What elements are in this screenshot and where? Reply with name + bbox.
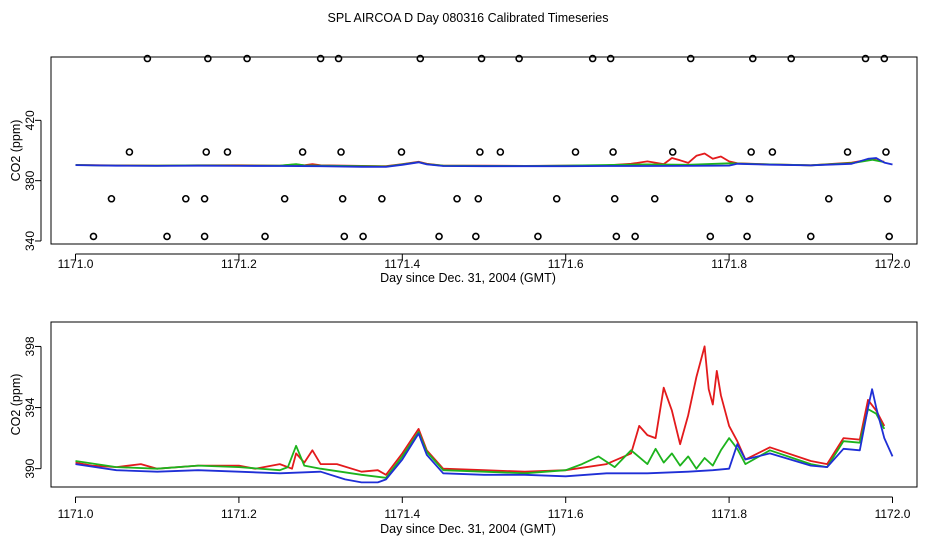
calibration-point bbox=[378, 194, 386, 203]
calibration-point bbox=[668, 148, 677, 156]
calibration-point bbox=[612, 232, 621, 241]
calibration-point bbox=[337, 148, 345, 156]
series-line-blue bbox=[75, 388, 894, 484]
calibration-point bbox=[316, 54, 325, 63]
calibration-point bbox=[534, 232, 542, 241]
calibration-point bbox=[610, 194, 619, 203]
calibration-point bbox=[686, 54, 695, 63]
calibration-point bbox=[588, 54, 597, 63]
x-tick-label: 1171.8 bbox=[711, 507, 747, 521]
calibration-point bbox=[883, 194, 892, 203]
x-tick-label: 1171.2 bbox=[221, 507, 257, 521]
x-tick-label: 1171.0 bbox=[58, 507, 94, 521]
y-axis-label: CO2 (ppm) bbox=[9, 120, 23, 182]
calibration-point bbox=[606, 54, 615, 63]
x-tick-label: 1171.6 bbox=[548, 507, 584, 521]
calibration-point bbox=[107, 194, 116, 203]
calibration-point bbox=[843, 148, 852, 156]
calibration-point bbox=[824, 194, 833, 203]
calibration-point bbox=[806, 232, 815, 241]
calibration-point bbox=[163, 232, 171, 241]
x-tick-label: 1172.0 bbox=[875, 257, 911, 271]
calibration-point bbox=[182, 194, 190, 203]
calibration-point bbox=[631, 232, 639, 241]
calibration-point bbox=[885, 232, 894, 241]
calibration-point bbox=[202, 148, 211, 156]
calibration-point bbox=[609, 148, 617, 156]
plot-frame bbox=[50, 56, 918, 245]
plot-area bbox=[75, 345, 894, 484]
x-tick-label: 1171.8 bbox=[711, 257, 747, 271]
y-tick-label: 394 bbox=[23, 397, 37, 417]
calibration-point bbox=[650, 194, 659, 203]
x-axis-label: Day since Dec. 31, 2004 (GMT) bbox=[380, 522, 556, 536]
calibration-point bbox=[200, 232, 209, 241]
calibration-point bbox=[861, 54, 870, 63]
y-tick-label: 380 bbox=[23, 170, 37, 190]
calibration-point bbox=[261, 232, 269, 241]
calibration-point bbox=[280, 194, 289, 203]
plot-area bbox=[75, 152, 893, 168]
calibration-point bbox=[298, 148, 307, 156]
y-tick-label: 390 bbox=[23, 458, 37, 478]
calibration-point bbox=[200, 194, 209, 203]
calibration-point bbox=[397, 148, 406, 156]
calibration-point bbox=[515, 54, 523, 63]
calibration-point bbox=[880, 54, 889, 63]
calibration-point bbox=[476, 148, 484, 156]
calibration-point bbox=[334, 54, 343, 63]
y-axis-label: CO2 (ppm) bbox=[9, 374, 23, 436]
calibration-point bbox=[340, 232, 349, 241]
calibration-point bbox=[143, 54, 152, 63]
calibration-point bbox=[768, 148, 777, 156]
calibration-point bbox=[474, 194, 483, 203]
calibration-point bbox=[477, 54, 486, 63]
x-tick-label: 1171.2 bbox=[221, 257, 257, 271]
calibration-point bbox=[787, 54, 795, 63]
plot-frame bbox=[50, 321, 918, 488]
calibration-point bbox=[435, 232, 443, 241]
y-tick-label: 398 bbox=[23, 336, 37, 356]
calibration-point bbox=[747, 148, 755, 156]
calibration-point bbox=[552, 194, 561, 203]
bottom-panel: 1171.0 1171.2 1171.4 1171.6 1171.8 1172.0 390 3… bbox=[9, 321, 918, 536]
y-tick-label: 340 bbox=[23, 231, 37, 251]
calibration-point bbox=[472, 232, 480, 241]
x-tick-label: 1171.6 bbox=[548, 257, 584, 271]
calibration-point bbox=[725, 194, 733, 203]
y-tick-label: 420 bbox=[23, 110, 37, 130]
calibration-point bbox=[743, 232, 751, 241]
figure-title: SPL AIRCOA D Day 080316 Calibrated Times… bbox=[328, 11, 609, 25]
series-line-blue bbox=[75, 157, 893, 168]
calibration-point bbox=[338, 194, 347, 203]
calibration-point bbox=[359, 232, 367, 241]
calibration-point bbox=[748, 54, 757, 63]
calibration-point bbox=[453, 194, 461, 203]
calibration-point bbox=[571, 148, 580, 156]
calibration-point bbox=[223, 148, 232, 156]
x-tick-label: 1171.0 bbox=[58, 257, 94, 271]
x-tick-label: 1172.0 bbox=[875, 507, 911, 521]
x-tick-label: 1171.4 bbox=[384, 257, 420, 271]
top-panel: 1171.0 1171.2 1171.4 1171.6 1171.8 1172.0 340 3… bbox=[9, 54, 918, 285]
calibration-point bbox=[706, 232, 715, 241]
calibration-point bbox=[243, 54, 251, 63]
series-line-green bbox=[75, 408, 886, 479]
calibration-point bbox=[89, 232, 98, 241]
calibration-point bbox=[496, 148, 505, 156]
calibration-point bbox=[416, 54, 425, 63]
calibration-point bbox=[745, 194, 754, 203]
x-tick-label: 1171.4 bbox=[384, 507, 420, 521]
calibration-point bbox=[882, 148, 890, 156]
x-axis-label: Day since Dec. 31, 2004 (GMT) bbox=[380, 271, 556, 285]
calibration-point bbox=[125, 148, 134, 156]
calibration-point bbox=[204, 54, 212, 63]
